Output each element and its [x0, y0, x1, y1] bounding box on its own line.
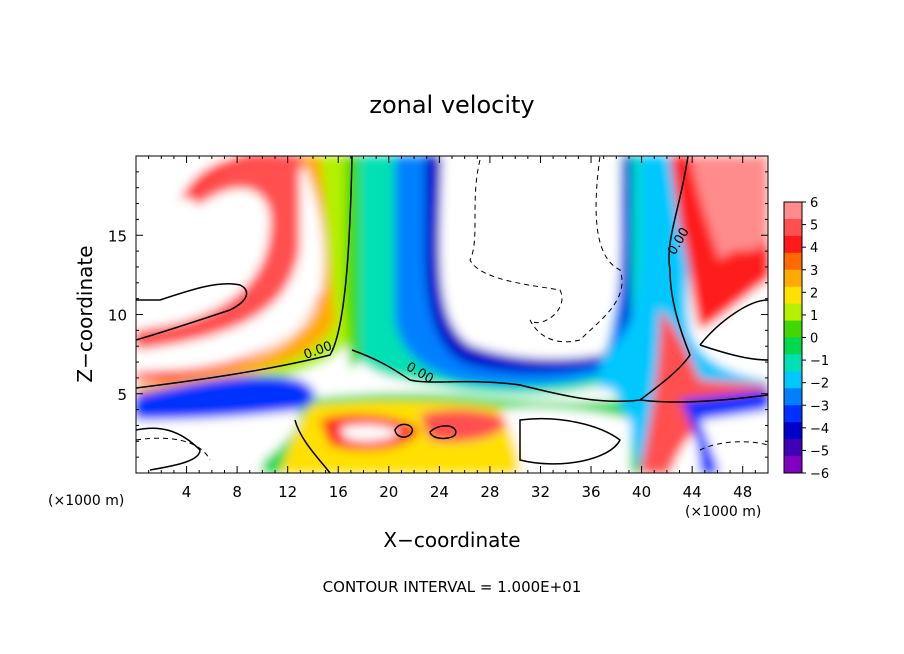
x-axis: 4 8 12 16 20 24 28 32 36 40 44 48: [148, 156, 756, 501]
x-tick-label: 20: [379, 483, 398, 501]
colorbar-tick-label: 2: [810, 286, 818, 301]
colorbar-tick-label: −3: [810, 399, 829, 414]
y-axis: 5 10 15: [108, 171, 768, 458]
x-tick-label: 16: [329, 483, 348, 501]
chart-title: zonal velocity: [369, 91, 534, 119]
colorbar-swatch: [784, 303, 802, 322]
colorbar-swatch: [784, 202, 802, 220]
colorbar-swatch: [784, 439, 802, 457]
x-tick-label: 36: [581, 483, 600, 501]
colorbar-swatch: [784, 405, 802, 423]
colorbar-swatch: [784, 286, 802, 305]
x-tick-label: 48: [733, 483, 752, 501]
colorbar-tick-label: −1: [810, 354, 829, 369]
colorbar-swatch: [784, 354, 802, 372]
colorbar-swatch: [784, 456, 802, 474]
colorbar-tick-label: −6: [810, 467, 829, 482]
colorbar-swatch: [784, 422, 802, 440]
colorbar-tick-label: 3: [810, 264, 818, 279]
x-unit-label-right: (×1000 m): [685, 504, 761, 520]
colorbar-tick-label: 0: [810, 332, 818, 347]
x-unit-label-left: (×1000 m): [48, 493, 124, 509]
x-tick-label: 32: [531, 483, 550, 501]
colorbar-tick-label: −5: [810, 444, 829, 459]
colorbar-tick-label: 4: [810, 241, 818, 256]
colorbar: 6 5 4 3 2 1 0 −1 −2 −3 −4 −5 −6: [783, 196, 829, 482]
x-axis-title: X−coordinate: [383, 528, 520, 552]
colorbar-tick-label: 5: [810, 219, 818, 234]
x-tick-label: 12: [278, 483, 297, 501]
colorbar-swatch: [784, 252, 802, 271]
x-tick-label: 8: [232, 483, 242, 501]
colorbar-swatch: [784, 269, 802, 288]
y-tick-label: 15: [108, 227, 127, 245]
x-tick-label: 44: [683, 483, 702, 501]
y-axis-title: Z−coordinate: [73, 245, 97, 382]
colorbar-tick-label: −4: [810, 422, 829, 437]
y-tick-label: 5: [117, 386, 127, 404]
colorbar-swatch: [784, 218, 802, 237]
colorbar-tick-label: 6: [810, 196, 818, 211]
colorbar-swatch: [784, 320, 802, 338]
x-tick-label: 28: [480, 483, 499, 501]
x-tick-label: 24: [430, 483, 449, 501]
y-tick-label: 10: [108, 307, 127, 325]
colorbar-tick-label: −2: [810, 377, 829, 392]
colorbar-swatch: [784, 337, 802, 355]
x-tick-label: 4: [182, 483, 192, 501]
colorbar-swatch: [784, 371, 802, 389]
colorbar-swatch: [784, 388, 802, 406]
velocity-field: [136, 156, 768, 473]
colorbar-tick-label: 1: [810, 309, 818, 324]
x-tick-label: 40: [632, 483, 651, 501]
contour-interval-footer: CONTOUR INTERVAL = 1.000E+01: [323, 578, 582, 596]
colorbar-swatch: [784, 235, 802, 254]
